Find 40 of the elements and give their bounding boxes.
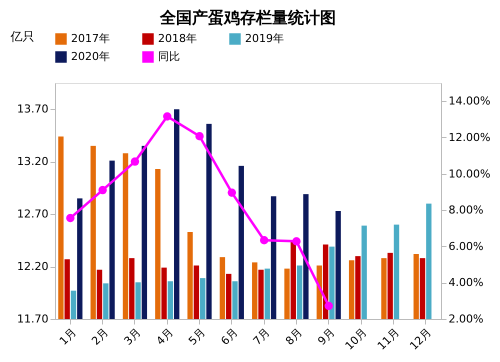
y-axis-title: 亿只 <box>10 30 34 44</box>
point <box>163 112 172 121</box>
legend-label: 2018年 <box>158 32 197 45</box>
legend-label: 2017年 <box>71 32 110 45</box>
legend-label: 2019年 <box>245 32 284 45</box>
point <box>98 186 107 194</box>
y-tick-label: 13.70 <box>17 102 48 116</box>
x-tick-label: 2月 <box>89 326 112 348</box>
x-tick-label: 10月 <box>342 326 370 353</box>
x-tick-label: 5月 <box>186 326 208 348</box>
x-tick-label: 3月 <box>122 326 144 348</box>
x-tick-label: 11月 <box>374 326 402 353</box>
y-tick-label: 11.70 <box>17 312 48 326</box>
x-tick-label: 6月 <box>218 326 240 348</box>
chart-title: 全国产蛋鸡存栏量统计图 <box>159 8 336 27</box>
y-tick-label: 12.20 <box>17 260 48 274</box>
x-tick-label: 8月 <box>283 326 305 348</box>
x-tick-label: 1月 <box>56 326 79 348</box>
x-tick-label: 4月 <box>154 326 176 348</box>
y2-tick-label: 4.00% <box>448 276 484 290</box>
x-tick-label: 12月 <box>407 326 434 353</box>
y-tick-label: 12.70 <box>17 208 48 221</box>
point <box>292 237 301 246</box>
point <box>130 157 140 166</box>
y-tick-label: 13.20 <box>17 155 48 168</box>
y2-tick-label: 6.00% <box>448 240 484 253</box>
legend-label: 同比 <box>158 50 180 63</box>
y2-tick-label: 10.00% <box>448 167 490 180</box>
x-tick-label: 9月 <box>315 326 338 348</box>
legend-label: 2020年 <box>71 50 110 63</box>
point <box>66 214 75 222</box>
y2-tick-label: 8.00% <box>448 204 484 217</box>
y2-tick-label: 12.00% <box>448 130 490 144</box>
point <box>260 236 268 244</box>
y2-tick-label: 14.00% <box>448 94 490 108</box>
y2-tick-label: 2.00% <box>448 312 484 326</box>
point <box>228 188 236 197</box>
x-tick-label: 7月 <box>250 326 273 348</box>
point <box>324 302 333 310</box>
point <box>195 132 204 140</box>
